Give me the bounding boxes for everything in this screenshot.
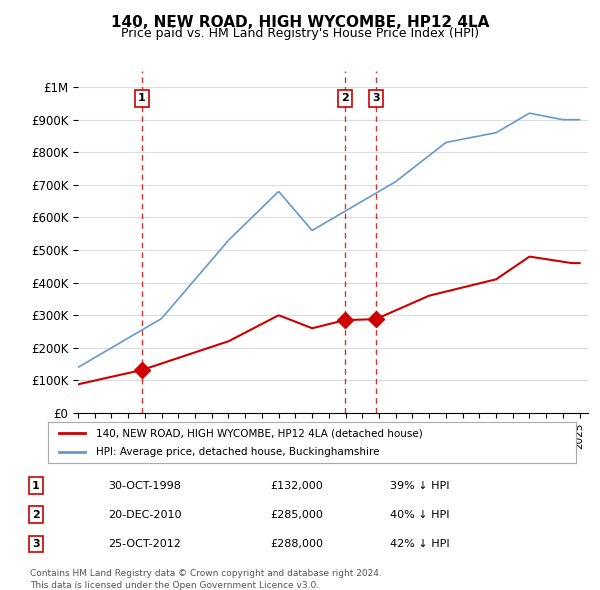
Text: 140, NEW ROAD, HIGH WYCOMBE, HP12 4LA: 140, NEW ROAD, HIGH WYCOMBE, HP12 4LA (111, 15, 489, 30)
Text: 39% ↓ HPI: 39% ↓ HPI (390, 480, 449, 490)
Text: 1: 1 (138, 93, 146, 103)
Text: 1: 1 (32, 480, 40, 490)
Text: 25-OCT-2012: 25-OCT-2012 (108, 539, 181, 549)
Text: Contains HM Land Registry data © Crown copyright and database right 2024.: Contains HM Land Registry data © Crown c… (30, 569, 382, 578)
Text: 3: 3 (372, 93, 380, 103)
Text: £288,000: £288,000 (270, 539, 323, 549)
Text: Price paid vs. HM Land Registry's House Price Index (HPI): Price paid vs. HM Land Registry's House … (121, 27, 479, 40)
Text: 3: 3 (32, 539, 40, 549)
Text: £132,000: £132,000 (270, 480, 323, 490)
Text: 42% ↓ HPI: 42% ↓ HPI (390, 539, 449, 549)
Text: 40% ↓ HPI: 40% ↓ HPI (390, 510, 449, 520)
Text: 140, NEW ROAD, HIGH WYCOMBE, HP12 4LA (detached house): 140, NEW ROAD, HIGH WYCOMBE, HP12 4LA (d… (95, 428, 422, 438)
Text: 20-DEC-2010: 20-DEC-2010 (108, 510, 182, 520)
Text: £285,000: £285,000 (270, 510, 323, 520)
Text: This data is licensed under the Open Government Licence v3.0.: This data is licensed under the Open Gov… (30, 581, 319, 590)
Text: 2: 2 (32, 510, 40, 520)
Text: 30-OCT-1998: 30-OCT-1998 (108, 480, 181, 490)
Text: HPI: Average price, detached house, Buckinghamshire: HPI: Average price, detached house, Buck… (95, 447, 379, 457)
Text: 2: 2 (341, 93, 349, 103)
